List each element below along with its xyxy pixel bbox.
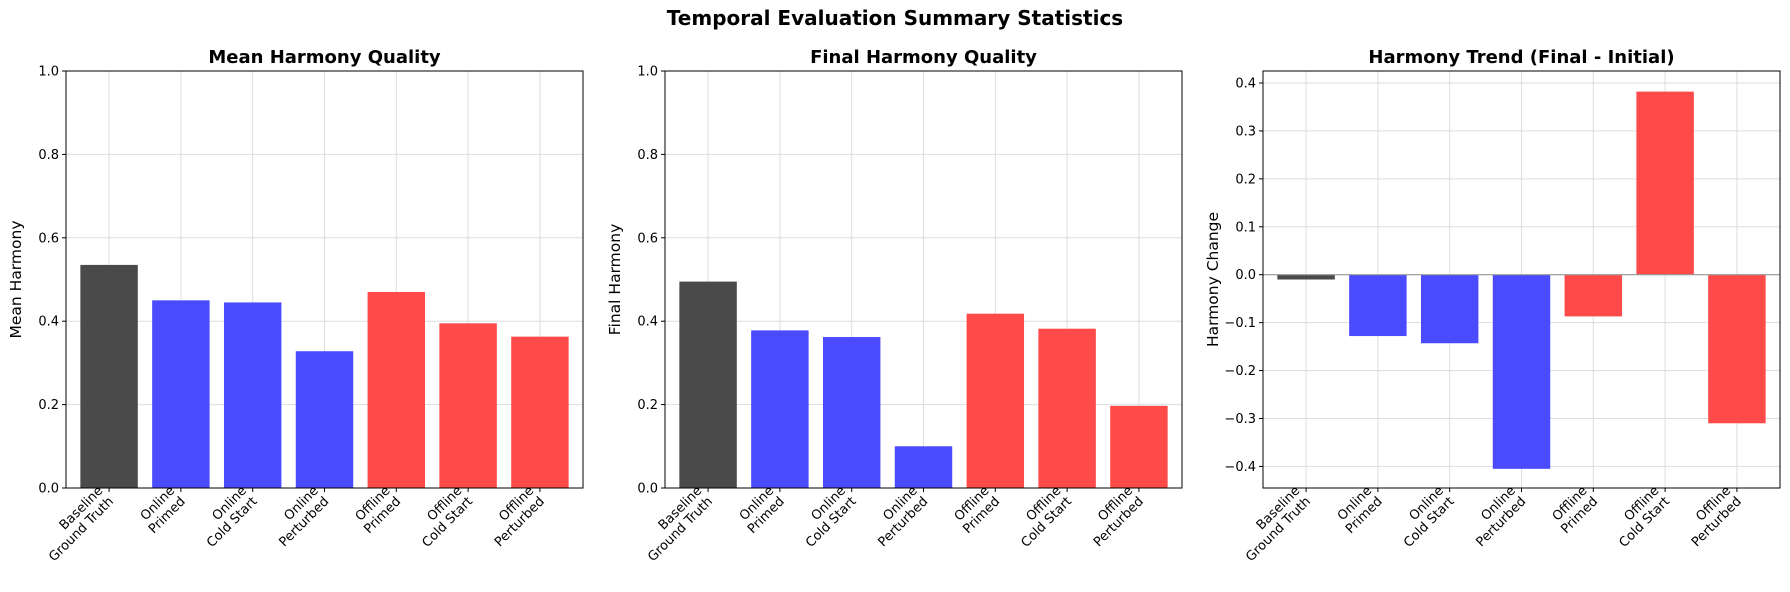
x-tick-label: OfflineCold Start: [1008, 484, 1075, 551]
y-tick-label: 0.0: [1235, 268, 1256, 283]
bar-6: [1038, 328, 1096, 488]
y-tick-label: −0.3: [1224, 412, 1256, 427]
y-axis-label: Harmony Change: [1204, 212, 1222, 347]
y-axis-label: Mean Harmony: [7, 221, 25, 339]
bar-1: [1277, 274, 1335, 280]
chart-panel-3: −0.4 −0.3 −0.2 −0.1 0.0 0.1 0.2 0.3 0.4 BaselineG…: [1204, 47, 1781, 565]
x-tick-label: OfflineCold Start: [1606, 484, 1673, 551]
y-tick-label: 0.4: [38, 315, 59, 330]
x-tick-label: BaselineGround Truth: [1233, 484, 1314, 565]
bar-6: [1636, 91, 1694, 275]
y-tick-label: 0.3: [1235, 124, 1256, 139]
x-tick-label: OnlinePerturbed: [266, 484, 332, 550]
x-tick-label: OnlineCold Start: [193, 484, 260, 551]
y-tick-label: 0.4: [637, 315, 658, 330]
bar-5: [966, 313, 1025, 488]
y-tick-label: 0.2: [38, 398, 59, 413]
x-tick-label: OfflineCold Start: [409, 484, 476, 551]
bar-5: [1564, 274, 1623, 317]
bar-1: [80, 264, 138, 488]
panel-title: Harmony Trend (Final - Initial): [1368, 47, 1674, 68]
bar-5: [367, 292, 426, 488]
bar-4: [1492, 274, 1551, 469]
x-tick-label: OnlineCold Start: [1390, 484, 1457, 551]
y-tick-label: −0.1: [1224, 316, 1256, 331]
y-tick-label: 0.6: [637, 231, 658, 246]
bar-3: [822, 337, 881, 488]
x-tick-label: OfflinePerturbed: [1080, 484, 1146, 550]
bar-4: [894, 446, 953, 488]
x-tick-label: OfflinePerturbed: [1678, 484, 1744, 550]
panel-title: Final Harmony Quality: [810, 47, 1037, 68]
y-tick-label: 0.2: [637, 398, 658, 413]
y-tick-label: −0.2: [1224, 364, 1256, 379]
y-tick-label: 0.4: [1235, 76, 1256, 91]
x-tick-label: OnlinePerturbed: [865, 484, 931, 550]
y-tick-label: 0.0: [637, 482, 658, 497]
y-tick-label: 1.0: [637, 65, 658, 80]
y-tick-label: 0.8: [637, 148, 658, 163]
bar-7: [1708, 274, 1766, 424]
bar-3: [223, 302, 282, 488]
bar-6: [439, 323, 497, 488]
panel-title: Mean Harmony Quality: [208, 47, 441, 68]
bar-2: [152, 300, 210, 488]
bar-7: [1110, 405, 1168, 488]
y-tick-label: 0.2: [1235, 172, 1256, 187]
y-tick-label: 0.8: [38, 148, 59, 163]
y-axis-label: Final Harmony: [606, 224, 624, 335]
x-tick-label: OnlinePerturbed: [1463, 484, 1529, 550]
bar-1: [679, 281, 737, 488]
x-tick-label: OnlineCold Start: [792, 484, 859, 551]
bar-2: [751, 330, 809, 488]
y-tick-label: 1.0: [38, 65, 59, 80]
bar-2: [1349, 274, 1407, 337]
y-tick-label: −0.4: [1224, 460, 1256, 475]
bar-4: [295, 351, 354, 488]
y-tick-label: 0.1: [1235, 220, 1256, 235]
bar-7: [511, 336, 569, 488]
y-tick-label: 0.0: [38, 482, 59, 497]
bar-3: [1420, 274, 1479, 344]
y-tick-label: 0.6: [38, 231, 59, 246]
x-tick-label: OfflinePerturbed: [481, 484, 547, 550]
figure-title: Temporal Evaluation Summary Statistics: [666, 6, 1124, 30]
